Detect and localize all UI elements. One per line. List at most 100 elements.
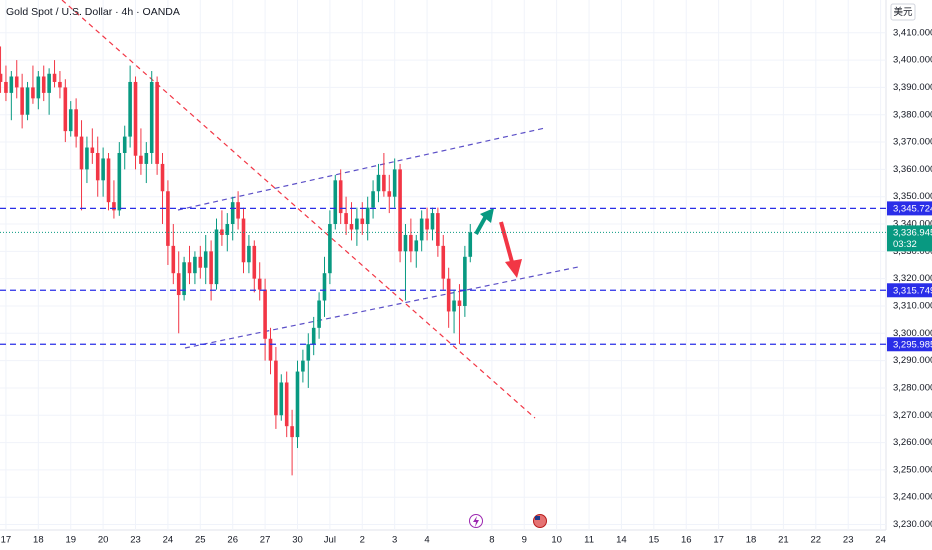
candle-body <box>149 81 154 153</box>
x-tick-label: Jul <box>324 535 336 546</box>
candle-body <box>160 163 165 192</box>
candle-body <box>63 87 68 132</box>
x-tick-label: 17 <box>713 535 724 546</box>
candle-body <box>225 224 230 235</box>
candle-body <box>166 191 170 246</box>
x-tick-label: 15 <box>649 535 660 546</box>
x-tick-label: 16 <box>681 535 692 546</box>
candle-body <box>241 218 246 263</box>
y-tick-label: 3,290.000 <box>893 355 932 366</box>
candle-body <box>79 136 84 170</box>
candle-body <box>193 256 197 274</box>
candle-body <box>290 426 294 438</box>
candle-body <box>25 87 30 115</box>
candle-body <box>446 278 451 312</box>
candle-body <box>376 174 381 192</box>
candle-body <box>338 180 343 214</box>
x-tick-label: 24 <box>163 535 174 546</box>
y-tick-label: 3,240.000 <box>893 492 932 503</box>
candle-body <box>457 300 462 306</box>
y-tick-label: 3,350.000 <box>893 191 932 202</box>
x-tick-label: 22 <box>811 535 822 546</box>
grid <box>0 0 886 530</box>
event-icons <box>469 514 547 528</box>
candle-body <box>47 73 51 93</box>
candle-body <box>279 382 284 416</box>
x-tick-label: 2 <box>360 535 365 546</box>
candle-body <box>452 300 456 312</box>
lightning <box>473 516 479 527</box>
candle-body <box>176 273 181 296</box>
y-tick-label: 3,260.000 <box>893 437 932 448</box>
down-arrow-head <box>505 259 522 278</box>
price-label: 3,295.985 <box>893 339 932 350</box>
candle-body <box>31 87 35 99</box>
candle-body <box>306 344 311 361</box>
candle-body <box>274 360 278 416</box>
candle-body <box>52 73 57 82</box>
price-label-box <box>887 283 932 298</box>
candle-body <box>139 155 143 164</box>
current-price-label: 3,336.945 <box>893 227 932 238</box>
x-tick-label: 18 <box>33 535 44 546</box>
candle-body <box>257 278 262 290</box>
candle-body <box>112 202 116 211</box>
candle-body <box>403 234 408 252</box>
candle-body <box>68 109 73 132</box>
candle-body <box>468 232 473 257</box>
x-tick-label: 26 <box>227 535 238 546</box>
labels: 3,230.000 3,240.000 3,250.000 3,260.000 3,27… <box>1 27 932 546</box>
candle-body <box>398 169 402 252</box>
price-label-box <box>887 337 932 352</box>
candle-body <box>349 224 354 230</box>
candle-body <box>311 327 316 345</box>
up-arrow-head <box>480 208 494 223</box>
candle-body <box>360 218 365 225</box>
candle-body <box>203 251 208 268</box>
candle-body <box>36 76 41 99</box>
flag-canton <box>535 516 540 520</box>
candle-body <box>333 180 338 225</box>
x-tick-label: 8 <box>489 535 494 546</box>
candle-body <box>85 147 89 170</box>
y-tick-label: 3,300.000 <box>893 328 932 339</box>
candle-body <box>4 81 8 93</box>
candle-body <box>133 81 138 156</box>
candle-body <box>214 229 219 285</box>
price-label: 3,315.749 <box>893 285 932 296</box>
y-tick-label: 3,310.000 <box>893 300 932 311</box>
x-tick-label: 23 <box>130 535 141 546</box>
candle-body <box>409 234 413 252</box>
candle-body <box>101 158 105 181</box>
currency-box[interactable] <box>890 3 916 21</box>
candle-body <box>295 371 300 438</box>
candle-body <box>236 202 240 219</box>
candle-body <box>171 245 176 274</box>
candle-body <box>268 338 273 361</box>
candle-body <box>463 256 467 306</box>
candle-body <box>371 191 375 208</box>
x-tick-label: 3 <box>392 535 397 546</box>
candle-body <box>117 152 122 211</box>
y-tick-label: 3,390.000 <box>893 82 932 93</box>
candles <box>0 46 886 476</box>
x-tick-label: 19 <box>65 535 76 546</box>
y-tick-label: 3,280.000 <box>893 382 932 393</box>
y-tick-label: 3,370.000 <box>893 137 932 148</box>
down-arrow <box>499 221 514 263</box>
x-tick-label: 18 <box>746 535 757 546</box>
x-tick-label: 20 <box>98 535 109 546</box>
candle-body <box>20 87 24 115</box>
x-tick-label: 11 <box>584 535 594 546</box>
channel-lower <box>184 266 579 349</box>
x-tick-label: 24 <box>875 535 886 546</box>
countdown: 03:32 <box>893 239 917 250</box>
candle-body <box>322 273 327 301</box>
x-tick-label: 4 <box>424 535 429 546</box>
candle-body <box>430 213 435 230</box>
candle-body <box>441 245 446 279</box>
candle-body <box>0 73 3 82</box>
y-tick-label: 3,380.000 <box>893 109 932 120</box>
candle-body <box>128 81 132 137</box>
